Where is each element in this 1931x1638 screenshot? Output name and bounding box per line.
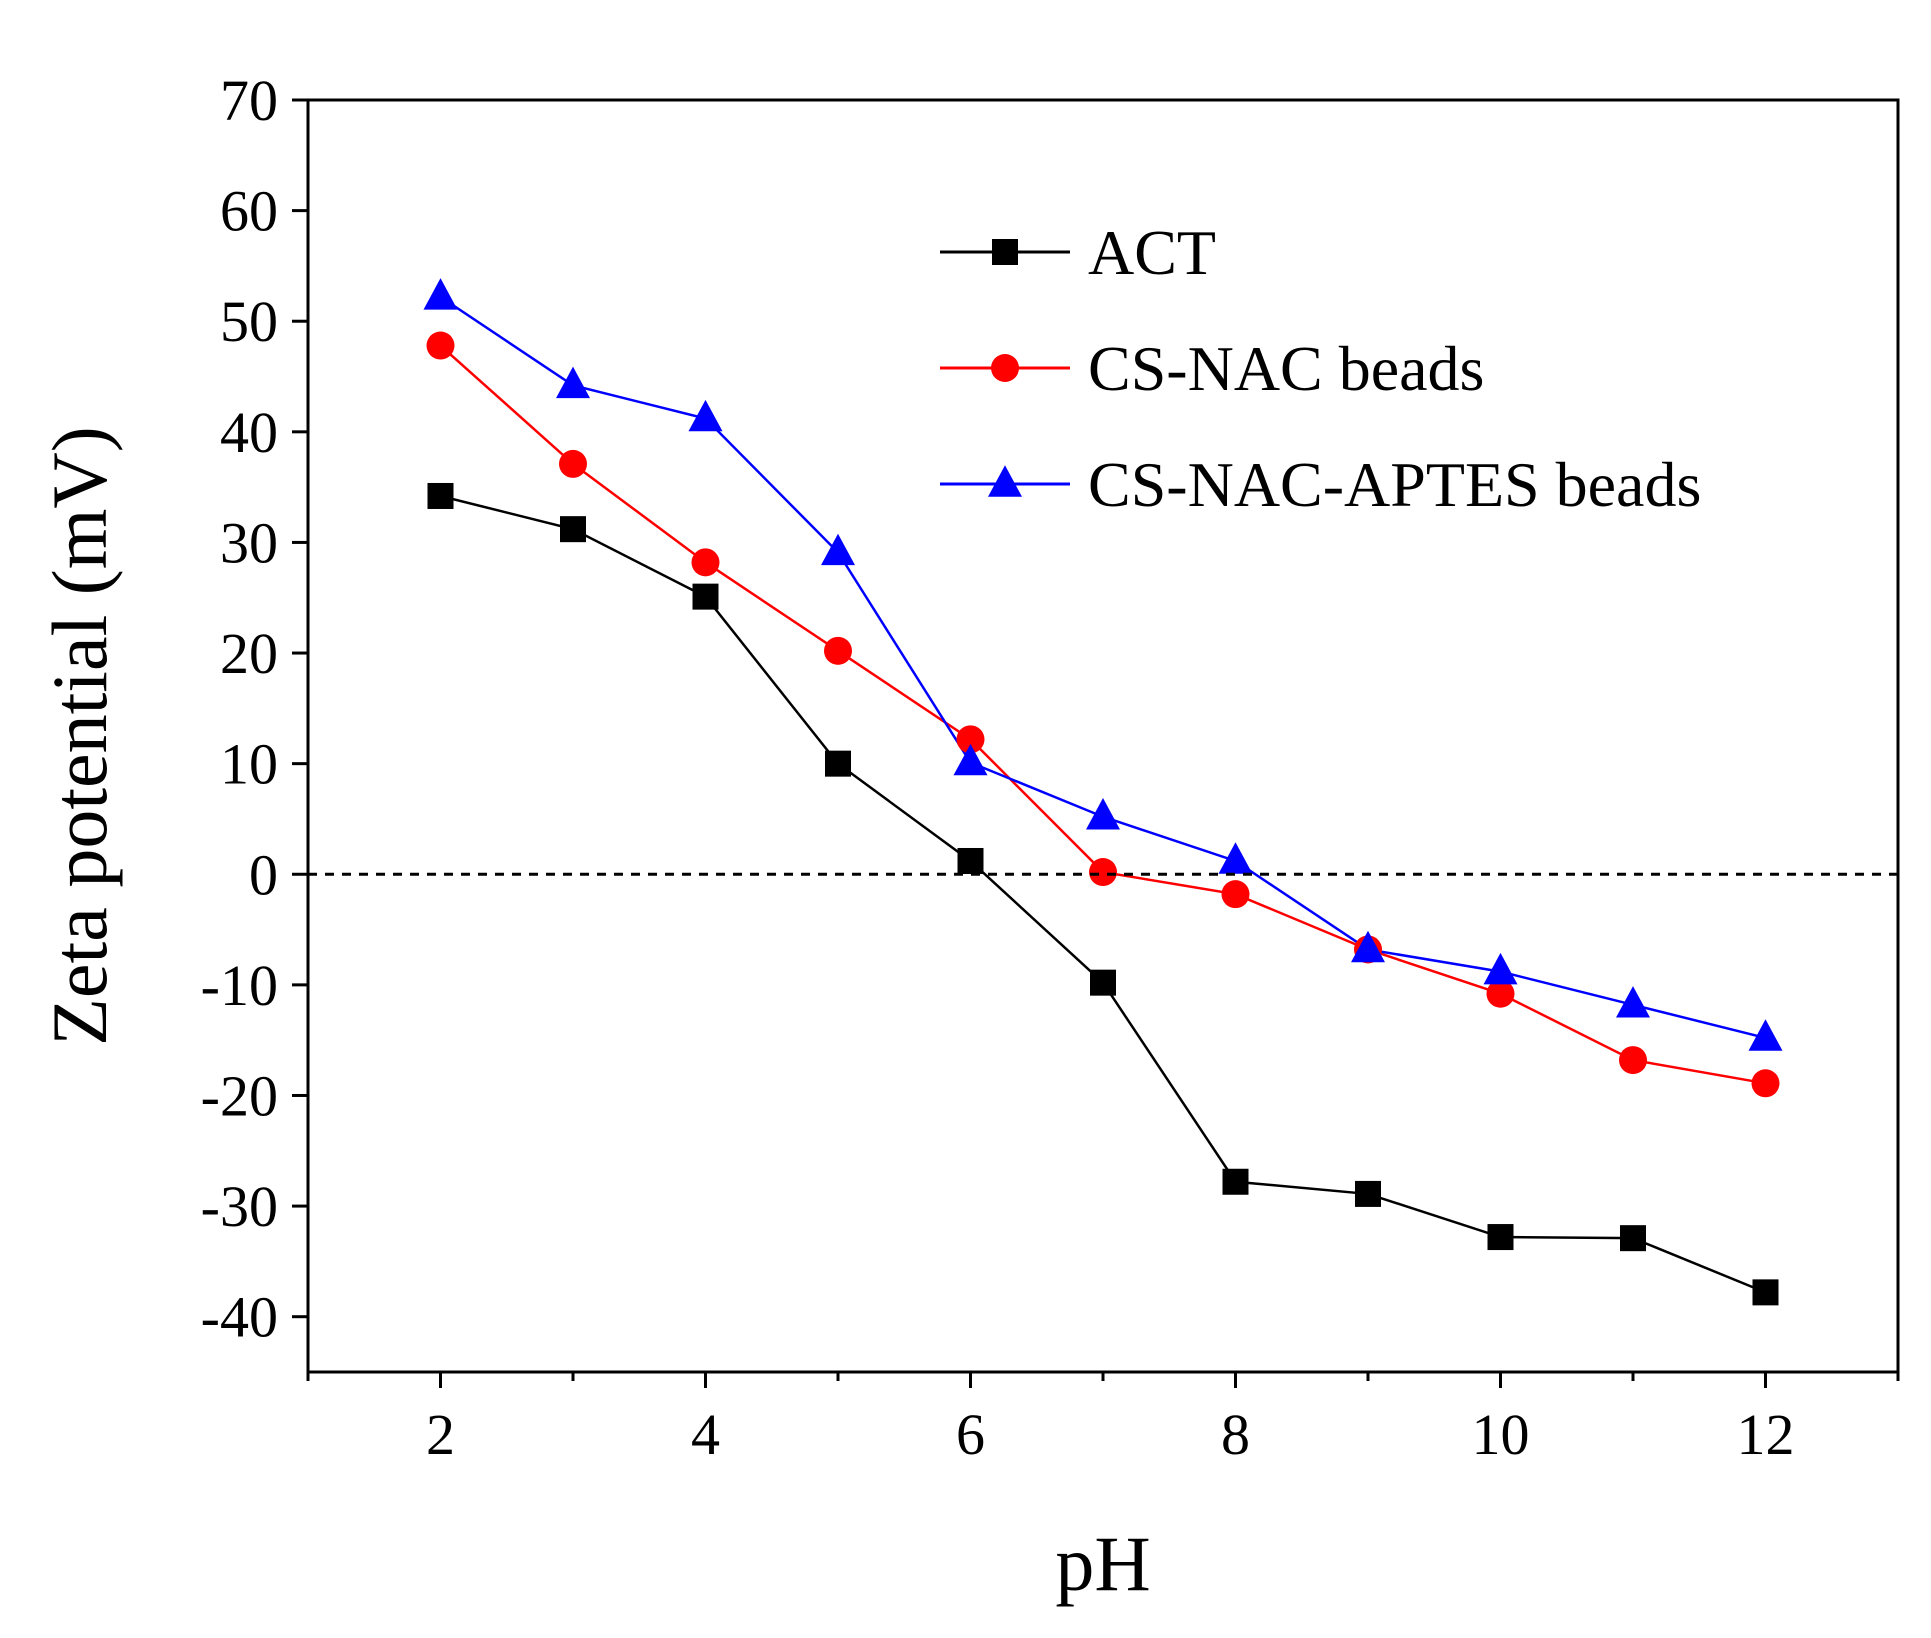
data-point-act: [1487, 1224, 1514, 1251]
data-point-cs-nac-aptes-beads: [688, 399, 723, 432]
data-point-cs-nac-beads: [1619, 1046, 1647, 1075]
series-lines: [439, 295, 1766, 1294]
y-tick-label: -10: [201, 953, 278, 1018]
data-point-act: [692, 583, 719, 610]
data-point-act: [1090, 969, 1116, 996]
x-axis-title: pH: [1055, 1520, 1150, 1607]
data-point-act: [560, 516, 586, 543]
data-point-act: [1222, 1168, 1249, 1195]
data-point-act: [1752, 1279, 1779, 1306]
y-tick-label: 30: [220, 510, 278, 575]
data-point-cs-nac-beads: [559, 449, 587, 478]
legend-label-cs-nac-aptes-beads: CS-NAC-APTES beads: [1088, 449, 1701, 520]
x-tick-label: 12: [1737, 1402, 1795, 1467]
data-point-cs-nac-aptes-beads: [1616, 986, 1650, 1018]
y-tick-label: 50: [220, 289, 278, 354]
y-tick-label: 70: [220, 68, 278, 133]
data-point-cs-nac-beads: [1486, 979, 1515, 1008]
legend-label-act: ACT: [1088, 217, 1216, 288]
data-point-cs-nac-beads: [956, 725, 985, 754]
data-point-cs-nac-aptes-beads: [1086, 798, 1120, 830]
data-point-cs-nac-beads: [824, 636, 852, 665]
y-tick-label: 40: [220, 400, 278, 465]
y-tick-label: 0: [249, 842, 278, 907]
series-line-act: [440, 494, 1766, 1294]
y-tick-label: -20: [201, 1063, 278, 1128]
x-tick-label: 8: [1221, 1402, 1250, 1467]
x-tick-label: 2: [426, 1402, 455, 1467]
y-tick-label: 20: [220, 621, 278, 686]
legend-marker-cs-nac-beads: [991, 354, 1019, 382]
data-point-cs-nac-beads: [1751, 1069, 1780, 1098]
series-markers: [423, 278, 1783, 1306]
data-point-cs-nac-aptes-beads: [1218, 842, 1253, 874]
legend: ACT CS-NAC beads CS-NAC-APTES beads: [940, 217, 1701, 520]
y-tick-label: 60: [220, 179, 278, 244]
data-point-cs-nac-beads: [691, 548, 720, 577]
data-point-cs-nac-aptes-beads: [1748, 1019, 1783, 1051]
legend-label-cs-nac-beads: CS-NAC beads: [1088, 333, 1484, 404]
data-point-act: [1355, 1180, 1381, 1207]
series-line-cs-nac-aptes-beads: [439, 295, 1766, 1040]
legend-marker-act: [992, 239, 1018, 265]
x-tick-label: 4: [691, 1402, 720, 1467]
axes: 2 4 6 8 10 12 -40 -30 -20 -10 0 10 20 30 40 50 60 70: [201, 68, 1900, 1467]
y-tick-label: -30: [201, 1174, 278, 1239]
x-tick-label: 6: [956, 1402, 985, 1467]
data-point-cs-nac-beads: [426, 331, 455, 360]
data-point-act: [825, 750, 851, 777]
data-point-act: [957, 847, 984, 874]
y-tick-label: 10: [220, 732, 278, 797]
data-point-cs-nac-aptes-beads: [423, 278, 458, 310]
data-point-cs-nac-aptes-beads: [556, 366, 590, 399]
y-tick-label: -40: [201, 1285, 278, 1350]
y-axis-title: Zeta potential (mV): [36, 426, 123, 1045]
data-point-cs-nac-aptes-beads: [1351, 930, 1385, 963]
data-point-cs-nac-aptes-beads: [953, 743, 988, 776]
data-point-cs-nac-beads: [1089, 858, 1117, 887]
data-point-act: [427, 482, 454, 509]
data-point-cs-nac-aptes-beads: [821, 533, 855, 566]
plot-frame: [306, 98, 1900, 1374]
data-point-cs-nac-beads: [1221, 880, 1250, 909]
x-tick-label: 10: [1472, 1402, 1530, 1467]
data-point-cs-nac-aptes-beads: [1483, 952, 1518, 985]
data-point-act: [1620, 1225, 1646, 1252]
legend-marker-cs-nac-aptes-beads: [988, 465, 1022, 497]
